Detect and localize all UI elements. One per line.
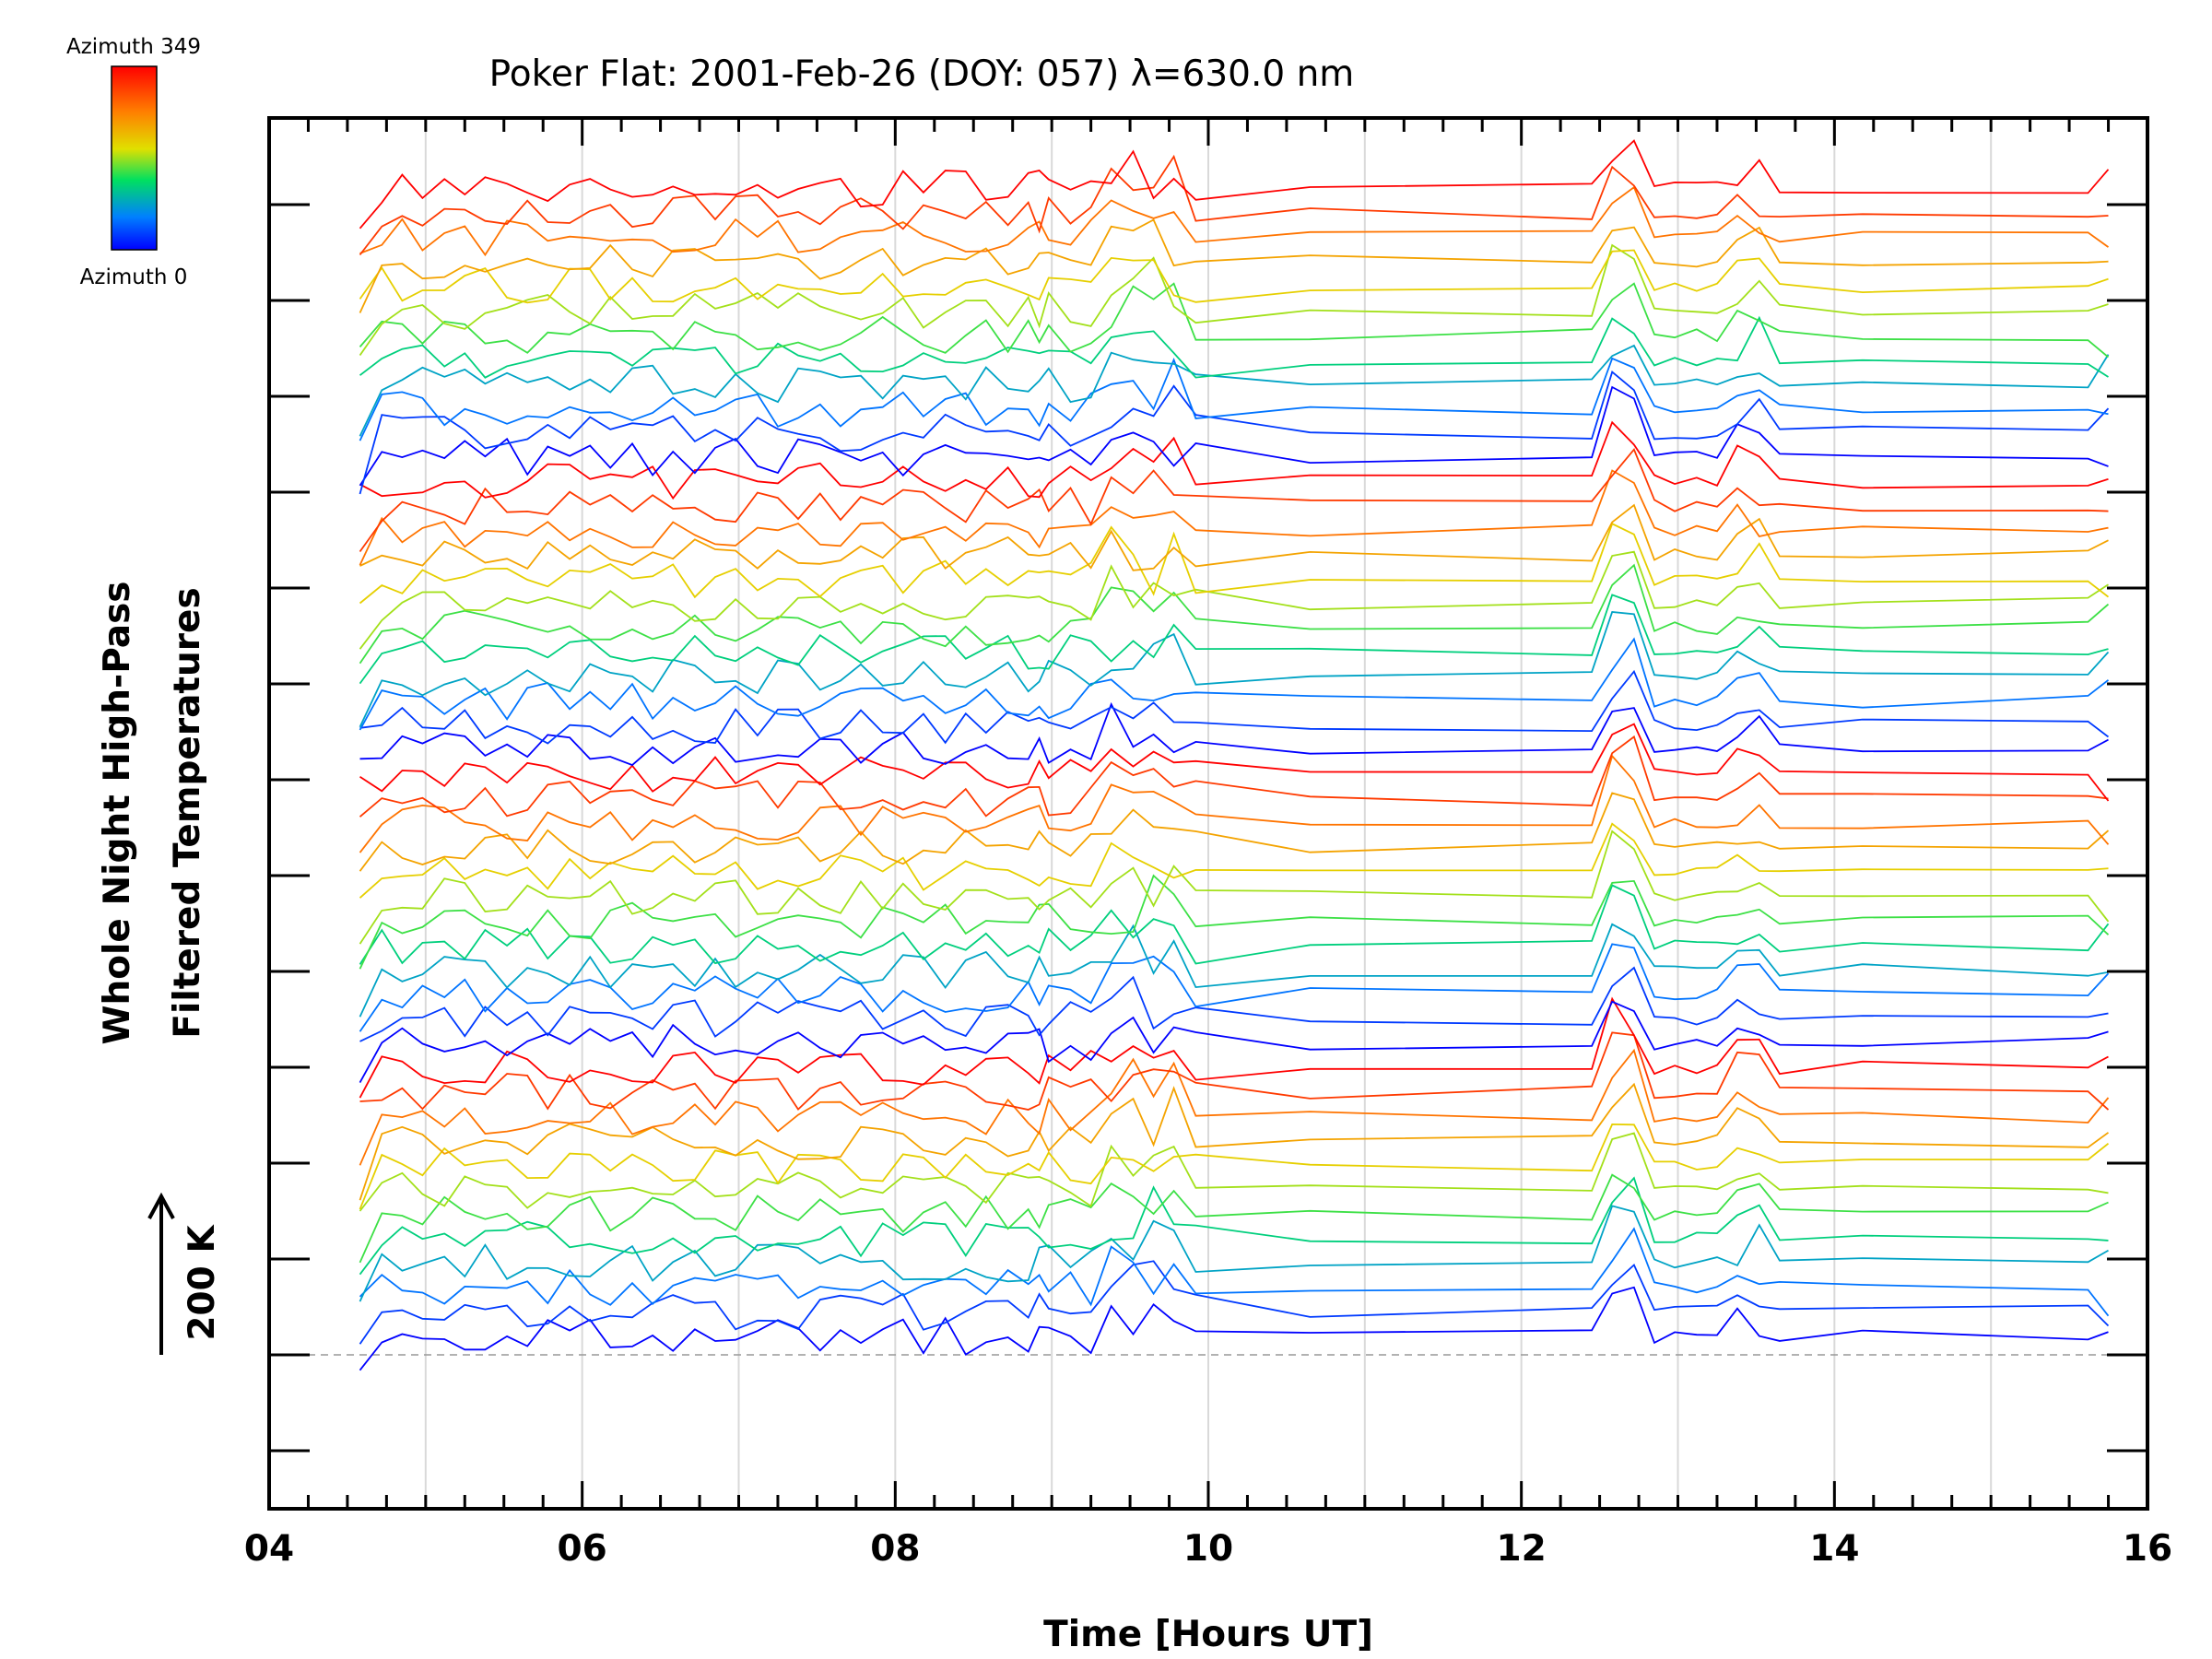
series-line <box>359 735 2109 818</box>
colorbar-bottom-label: Azimuth 0 <box>80 265 188 289</box>
series-line <box>359 1082 2110 1201</box>
series-line <box>359 218 2109 313</box>
scale-arrow <box>147 1192 175 1355</box>
gridlines <box>424 118 1993 1509</box>
series-line <box>359 723 2110 802</box>
series-line <box>359 996 2109 1099</box>
series-line <box>359 185 2110 257</box>
x-tick-label: 14 <box>1809 1528 1859 1570</box>
series-line <box>359 344 2110 437</box>
series-line <box>359 1000 2109 1084</box>
y-axis-title-line1: Whole Night High-Pass <box>97 581 138 1044</box>
series-line <box>359 1031 2110 1111</box>
colorbar-top-label: Azimuth 349 <box>66 35 201 59</box>
series-line <box>359 1205 2109 1302</box>
x-tick-label: 04 <box>244 1528 294 1570</box>
x-axis-title: Time [Hours UT] <box>1043 1614 1373 1655</box>
series-line <box>359 1176 2109 1276</box>
series-line <box>359 371 2110 495</box>
series-line <box>359 611 2110 728</box>
series-line <box>359 503 2109 571</box>
x-tick-label: 16 <box>2123 1528 2172 1570</box>
series-line <box>359 420 2109 500</box>
series-line <box>359 637 2110 731</box>
series-line <box>359 923 2109 1018</box>
y-axis-title-line2: Filtered Temperatures <box>167 587 208 1038</box>
x-tick-label: 06 <box>558 1528 607 1570</box>
series-line <box>359 315 2109 379</box>
series-line <box>359 1173 2109 1264</box>
series-line <box>359 754 2110 853</box>
series-line <box>359 1132 2109 1212</box>
series-line <box>359 884 2110 965</box>
series-line <box>359 1286 2109 1371</box>
series-line <box>359 830 2110 945</box>
series-line <box>359 139 2110 229</box>
series-line <box>359 594 2109 685</box>
series-line <box>359 701 2109 767</box>
x-tick-labels: 04 06 08 10 12 14 16 <box>244 1528 2172 1570</box>
series-line <box>359 792 2110 872</box>
series-line <box>359 550 2109 650</box>
series-line <box>359 357 2109 441</box>
colorbar <box>111 65 158 251</box>
series-line <box>359 249 2109 304</box>
x-tick-label: 10 <box>1183 1528 1233 1570</box>
series-line <box>359 447 2109 553</box>
series-line <box>359 1260 2110 1345</box>
chart-title: Poker Flat: 2001-Feb-26 (DOY: 057) λ=630… <box>489 53 1355 95</box>
series-line <box>359 1123 2110 1210</box>
series-line <box>359 874 2110 970</box>
series-line <box>359 822 2109 899</box>
series-line <box>359 154 2109 256</box>
series-line <box>359 1227 2110 1317</box>
series-lines <box>359 139 2110 1371</box>
series-line <box>359 243 2109 357</box>
x-tick-label: 08 <box>870 1528 920 1570</box>
series-line <box>359 282 2110 359</box>
series-line <box>359 469 2109 566</box>
series-line <box>359 669 2110 745</box>
scale-label: 200 K <box>182 1224 223 1341</box>
series-line <box>359 563 2110 665</box>
series-line <box>359 385 2109 487</box>
series-line <box>359 523 2110 605</box>
series-line <box>359 943 2110 1032</box>
axis-ticks <box>267 118 2149 1509</box>
series-line <box>359 1048 2110 1166</box>
series-line <box>359 966 2109 1042</box>
x-tick-label: 12 <box>1497 1528 1547 1570</box>
